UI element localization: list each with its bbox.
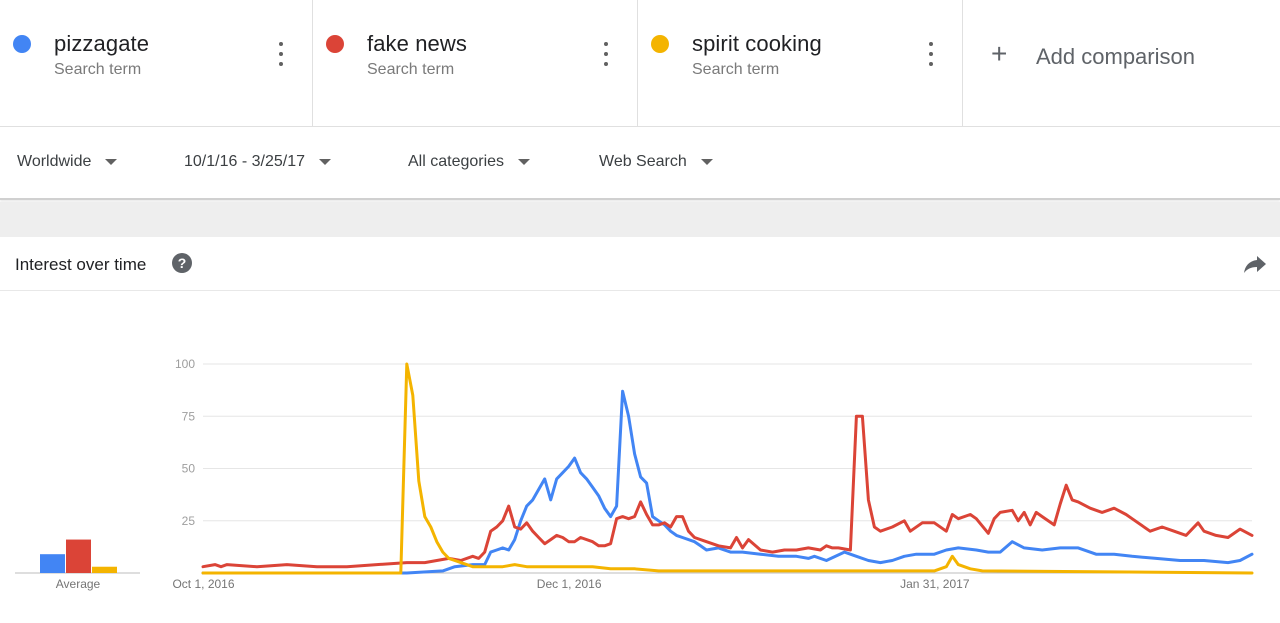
filter-bar: Worldwide 10/1/16 - 3/25/17 All categori… <box>0 127 1280 200</box>
x-axis-labels: Oct 1, 2016 Dec 1, 2016 Jan 31, 2017 <box>172 577 969 591</box>
series-line-fake-news <box>201 414 1254 569</box>
interest-over-time-chart: 25 50 75 100 Average Oct 1, 2016 Dec 1, 2016… <box>15 357 1254 591</box>
y-tick-label: 75 <box>182 409 196 423</box>
term-card-pizzagate[interactable]: pizzagate Search term <box>0 0 313 127</box>
term-card-fake-news[interactable]: fake news Search term <box>313 0 638 127</box>
caret-down-icon <box>318 159 331 165</box>
help-icon[interactable]: ? <box>172 253 192 273</box>
average-bar-fake-news <box>66 539 91 573</box>
term-name[interactable]: spirit cooking <box>692 31 822 56</box>
interest-over-time-header: Interest over time ? <box>0 237 1280 291</box>
y-tick-label: 25 <box>182 514 196 528</box>
more-vert-icon[interactable] <box>601 42 611 66</box>
category-value: All categories <box>408 153 505 170</box>
caret-down-icon <box>105 159 118 165</box>
series-line-pizzagate <box>201 389 1254 575</box>
term-name[interactable]: pizzagate <box>54 31 150 56</box>
x-tick-label: Jan 31, 2017 <box>900 577 970 591</box>
grid-layer: 25 50 75 100 <box>175 357 1252 574</box>
average-bar-pizzagate <box>40 554 65 573</box>
search-type-value: Web Search <box>599 153 687 170</box>
term-card-spirit-cooking[interactable]: spirit cooking Search term <box>638 0 963 127</box>
search-type-dropdown[interactable]: Web Search <box>599 153 713 171</box>
series-line-spirit-cooking <box>201 362 1254 575</box>
x-tick-label: Dec 1, 2016 <box>537 577 602 591</box>
y-tick-label: 100 <box>175 357 195 371</box>
series-color-dot <box>13 35 31 53</box>
date-range-value: 10/1/16 - 3/25/17 <box>184 153 305 170</box>
plus-icon: + <box>991 38 1008 69</box>
share-icon[interactable] <box>1243 253 1267 275</box>
term-type: Search term <box>367 61 455 78</box>
y-tick-label: 50 <box>182 462 196 476</box>
more-vert-icon[interactable] <box>276 42 286 66</box>
average-label: Average <box>56 577 101 591</box>
term-type: Search term <box>54 61 142 78</box>
caret-down-icon <box>518 159 531 165</box>
average-bar-spirit-cooking <box>92 566 117 573</box>
region-value: Worldwide <box>17 153 92 170</box>
term-type: Search term <box>692 61 780 78</box>
date-range-dropdown[interactable]: 10/1/16 - 3/25/17 <box>184 153 331 171</box>
series-color-dot <box>326 35 344 53</box>
section-divider <box>0 202 1280 237</box>
comparison-header: pizzagate Search term fake news Search t… <box>0 0 1280 127</box>
more-vert-icon[interactable] <box>926 42 936 66</box>
add-comparison-button[interactable]: + Add comparison <box>963 0 1280 127</box>
term-name[interactable]: fake news <box>367 31 467 56</box>
series-color-dot <box>651 35 669 53</box>
card-title: Interest over time <box>15 255 147 274</box>
series-lines <box>201 362 1254 575</box>
average-bars: Average <box>15 539 140 591</box>
caret-down-icon <box>700 159 713 165</box>
add-comparison-label: Add comparison <box>1036 44 1195 69</box>
region-dropdown[interactable]: Worldwide <box>17 153 118 171</box>
x-tick-label: Oct 1, 2016 <box>172 577 234 591</box>
category-dropdown[interactable]: All categories <box>408 153 531 171</box>
